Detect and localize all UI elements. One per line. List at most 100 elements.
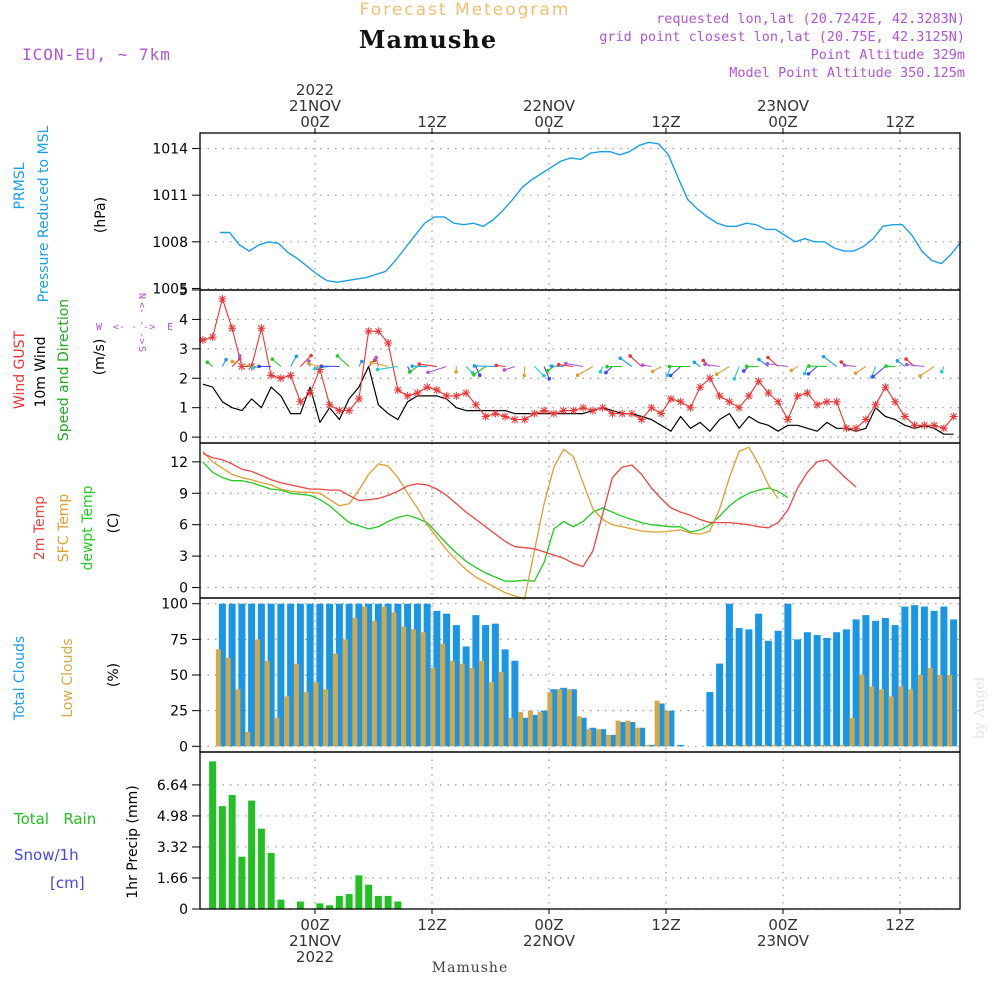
wind-direction-arrowhead: [853, 371, 858, 375]
wind-gust-marker: [900, 412, 909, 421]
panel-frame-pressure: [199, 132, 961, 291]
low-cloud-bar: [537, 712, 543, 747]
total-cloud-bar: [599, 729, 607, 747]
total-cloud-bar: [462, 646, 470, 747]
time-label-bottom: 00Z: [534, 916, 563, 934]
low-cloud-bar: [869, 686, 875, 747]
time-label-bottom: 22NOV: [523, 932, 576, 950]
total-cloud-bar: [248, 603, 256, 747]
total-cloud-bar: [794, 639, 802, 747]
location-title: Mamushe: [359, 25, 497, 54]
total-cloud-bar: [238, 603, 246, 747]
ytick-label-clouds: 25: [170, 704, 188, 720]
low-cloud-bar: [849, 717, 855, 747]
wind-direction-arrow: [271, 358, 282, 367]
low-cloud-bar: [732, 744, 738, 747]
total-cloud-bar: [228, 603, 236, 747]
wind-unit: (m/s): [92, 339, 108, 376]
total-cloud-bar: [920, 606, 928, 747]
low-cloud-bar: [781, 744, 787, 747]
wind-direction-arrowhead: [335, 354, 340, 358]
temp-2m-line: [202, 452, 857, 568]
wind-gust-marker: [423, 383, 432, 392]
rain-bar: [277, 899, 285, 909]
time-label-top: 21NOV: [289, 97, 342, 115]
low-cloud-bar: [820, 744, 826, 747]
wind-gust-marker: [228, 324, 237, 333]
time-label-top: 23NOV: [757, 97, 810, 115]
wind-gust-marker: [569, 406, 578, 415]
wind-gust-marker: [744, 391, 753, 400]
wind-direction-arrowhead: [605, 364, 609, 369]
total-cloud-bar: [842, 629, 850, 747]
wind-direction-arrowhead: [374, 355, 378, 360]
point-altitude: Point Altitude 329m: [811, 47, 965, 63]
ytick-label-precip: 6.64: [157, 778, 188, 794]
wind-direction-arrow: [767, 363, 788, 368]
total-cloud-bar: [413, 603, 421, 747]
total-cloud-bar: [296, 603, 304, 747]
wind-direction-arrowhead: [360, 359, 364, 364]
total-cloud-bar: [862, 615, 870, 747]
ytick-label-wind: 3: [179, 342, 188, 358]
wind-direction-arrowhead: [940, 369, 944, 374]
wind-direction-arrowhead: [417, 362, 422, 367]
low-cloud-bar: [401, 626, 407, 747]
wind-direction-arrow: [232, 360, 252, 368]
wind-direction-arrow: [239, 355, 243, 367]
total-cloud-bar: [550, 689, 558, 747]
wind-gust-marker: [686, 403, 695, 412]
wind-direction-arrow: [299, 355, 312, 367]
wind-direction-arrowhead: [668, 373, 673, 378]
wind-direction-arrow: [808, 366, 818, 375]
low-cloud-bar: [722, 744, 728, 747]
low-cloud-bar: [352, 617, 358, 747]
low-cloud-bar: [254, 639, 260, 747]
wind-direction-arrowhead: [546, 368, 550, 373]
total-cloud-bar: [735, 627, 743, 747]
wind-gust-marker: [452, 391, 461, 400]
total-cloud-bar: [833, 632, 841, 747]
low-cloud-bar: [547, 692, 553, 747]
wind-gust-marker: [559, 406, 568, 415]
wind-gust-marker: [354, 394, 363, 403]
low-cloud-bar: [381, 606, 387, 747]
wind-direction-arrow: [872, 366, 886, 378]
low-cloud-bar: [654, 700, 660, 747]
total-cloud-bar: [657, 703, 665, 747]
low-cloud-bar: [342, 639, 348, 747]
wind-direction-arrow: [371, 362, 389, 368]
wind-direction-arrowhead: [701, 358, 706, 363]
time-label-top: 00Z: [300, 113, 329, 131]
low-cloud-bar: [264, 660, 270, 747]
low-cloud-bar: [245, 732, 251, 747]
wind-gust-marker: [315, 365, 324, 374]
rain-bar: [248, 800, 256, 909]
low-cloud-bar: [371, 620, 377, 747]
low-cloud-bar: [215, 649, 221, 747]
wind-direction-arrow: [704, 363, 720, 368]
wind-direction-arrowhead: [744, 364, 749, 369]
low-cloud-bar: [284, 696, 290, 747]
total-cloud-bar: [823, 637, 831, 747]
wind-gust-marker: [218, 294, 227, 303]
ytick-label-temperature: 3: [179, 549, 188, 565]
wind-gust-marker: [852, 424, 861, 433]
rain-bar: [384, 895, 392, 909]
wind-direction-arrow: [577, 366, 594, 376]
wind-direction-arrow: [619, 357, 633, 367]
wind-gust-marker: [861, 415, 870, 424]
low-cloud-bar: [391, 612, 397, 747]
low-cloud-bar: [761, 744, 767, 747]
wind-direction-arrowhead: [839, 360, 844, 364]
wind-gust-marker: [793, 391, 802, 400]
wind-direction-arrowhead: [766, 355, 770, 360]
wind-direction-arrow: [533, 366, 545, 377]
low-cloud-bar: [947, 675, 953, 747]
low-cloud-bar: [800, 744, 806, 747]
total-cloud-bar: [530, 714, 538, 747]
wind-10m-label: 10m Wind: [33, 336, 49, 407]
low-cloud-bar: [713, 744, 719, 747]
total-cloud-bar: [365, 603, 373, 747]
time-label-top: 00Z: [534, 113, 563, 131]
